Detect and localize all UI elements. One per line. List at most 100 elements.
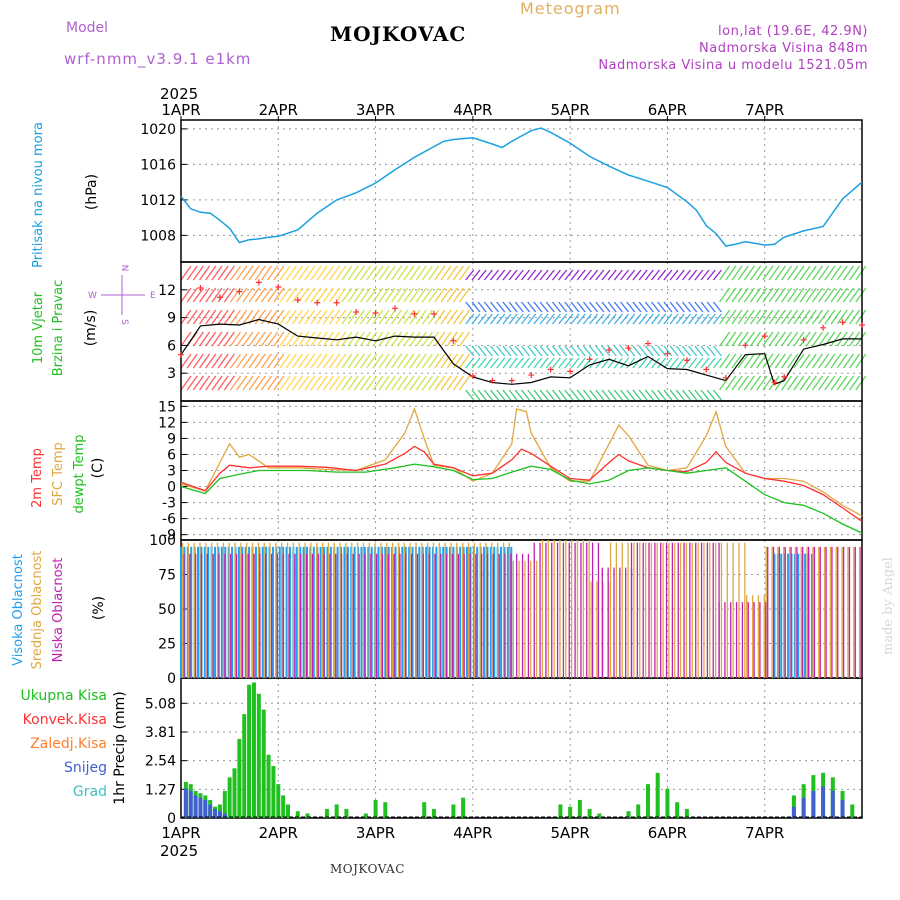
wind-barb (366, 331, 378, 347)
wind-barb (508, 389, 518, 401)
y-tick-label: 75 (158, 568, 176, 584)
wind-barb (731, 375, 743, 391)
gust-marker (294, 296, 301, 303)
wind-barb (570, 389, 580, 401)
y-tick-label: 2.54 (145, 754, 176, 770)
wind-barb (725, 331, 737, 347)
wind-barb (304, 265, 316, 281)
gust-marker (450, 337, 457, 344)
wind-barb (415, 287, 427, 303)
wind-barb (700, 389, 710, 401)
wind-barb (273, 287, 285, 303)
wind-barb (595, 269, 605, 281)
gust-marker (489, 377, 496, 384)
wind-barb (329, 265, 341, 281)
wind-barb (428, 331, 440, 347)
snow-bar (183, 788, 188, 818)
wind-barb (409, 287, 421, 303)
wind-barb (780, 265, 793, 281)
precip-bar (266, 754, 271, 818)
wind-barb (743, 375, 755, 391)
wind-barb (341, 265, 353, 281)
wind-barb (805, 287, 817, 303)
wind-barb (849, 309, 861, 325)
snow-bar (188, 790, 193, 818)
wind-barb (279, 265, 291, 281)
y-tick-label: -3 (162, 496, 176, 512)
wind-barb (675, 269, 685, 281)
wind-barb (564, 301, 574, 313)
wind-barb (719, 265, 731, 281)
gust-marker (353, 309, 360, 316)
wind-barb (818, 265, 830, 281)
wind-barb (613, 389, 623, 401)
wind-barb (310, 353, 322, 369)
wind-barb (298, 353, 310, 369)
wind-barb (706, 301, 716, 313)
wind-barb (725, 353, 737, 369)
wind-barb (483, 301, 493, 313)
wind-barb (731, 287, 743, 303)
wind-barb (780, 309, 793, 325)
wind-barb (372, 331, 384, 347)
wind-barb (508, 357, 518, 369)
wind-barb (440, 309, 452, 325)
wind-barb (613, 301, 623, 313)
wind-barb (626, 389, 636, 401)
wind-barb (310, 309, 322, 325)
wind-barb (285, 287, 297, 303)
wind-barb (508, 269, 518, 281)
temp-units: (C) (90, 458, 106, 479)
wind-barb (360, 309, 372, 325)
wind-barb (310, 375, 322, 391)
precip-legend-4: Grad (73, 784, 107, 800)
wind-barb (595, 389, 605, 401)
wind-barb (582, 301, 592, 313)
compass-w: W (88, 291, 97, 301)
snow-bar (203, 799, 208, 818)
wind-barb (322, 353, 334, 369)
wind-barb (520, 269, 531, 281)
y-tick-label: 0 (167, 811, 176, 827)
precip-bar (558, 804, 563, 818)
wind-barb (211, 353, 223, 369)
precip-units: 1hr Precip (mm) (112, 691, 128, 804)
wind-barb (353, 331, 365, 347)
wind-barb (706, 389, 716, 401)
wind-barb (304, 353, 316, 369)
wind-barb (570, 357, 580, 369)
wind-barb (638, 357, 648, 369)
wind-barb (502, 389, 512, 401)
wind-barb (242, 331, 254, 347)
wind-barb (353, 353, 365, 369)
wind-barb (830, 353, 842, 369)
wind-barb (750, 353, 762, 369)
wind-barb (855, 375, 867, 391)
wind-barb (539, 313, 549, 325)
wind-barb (545, 301, 555, 313)
wind-barb (694, 301, 704, 313)
wind-barb (236, 309, 248, 325)
wind-barb (731, 353, 743, 369)
wind-barb (638, 345, 648, 357)
wind-barb (576, 269, 586, 281)
wind-barb (787, 353, 799, 369)
wind-barb (774, 265, 786, 281)
wind-barb (186, 265, 198, 281)
wind-barb (657, 269, 667, 281)
wind-barb (452, 331, 464, 347)
wind-barb (811, 375, 824, 391)
wind-barb (459, 309, 471, 325)
wind-barb (607, 313, 617, 325)
wind-barb (242, 353, 254, 369)
wind-barb (199, 287, 211, 303)
wind-barb (192, 309, 204, 325)
gust-marker (216, 294, 223, 301)
wind-barb (205, 331, 217, 347)
wind-barb (285, 353, 297, 369)
sfc-temp-line (180, 407, 863, 517)
wind-barb (415, 265, 427, 281)
wind-barb (440, 353, 452, 369)
x-tick-label-top: 3APR (356, 101, 395, 119)
